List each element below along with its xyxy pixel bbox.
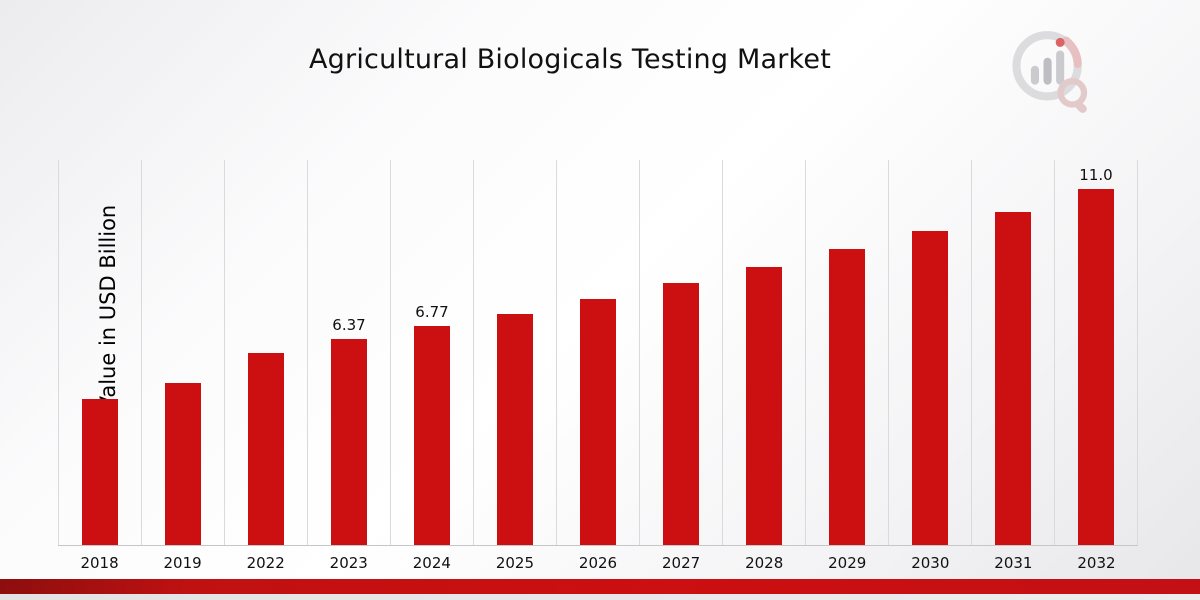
logo-icon [1012,31,1088,113]
bar-2029 [829,248,865,545]
x-tick-2030: 2030 [911,554,950,572]
chart-column-2019 [141,160,224,545]
chart-column-2024: 6.77 [390,160,473,545]
x-tick-2027: 2027 [661,554,701,572]
x-tick-2023: 2023 [329,554,368,572]
bar-2022 [248,352,284,545]
x-tick-2018: 2018 [80,554,119,572]
chart-column-2022 [224,160,307,545]
footer-edge [0,594,1200,600]
bar-2030 [912,231,948,545]
bar-2018 [82,399,118,545]
bar-2031 [995,211,1031,545]
chart-column-2032: 11.0 [1054,160,1138,545]
x-tick-2031: 2031 [994,554,1033,572]
x-tick-2028: 2028 [745,554,784,572]
footer-accent-band [0,579,1200,594]
data-label-2023: 6.37 [332,315,366,334]
chart-column-2028 [722,160,805,545]
x-tick-2024: 2024 [412,554,451,572]
chart-column-2031 [971,160,1054,545]
data-label-2024: 6.77 [415,302,449,321]
bar-2025 [497,313,533,545]
data-label-2032: 11.0 [1079,166,1113,185]
plot-area: 6.37 6.77 11.0 [58,160,1138,546]
chart-column-2029 [805,160,888,545]
chart-column-2027 [639,160,722,545]
chart-column-2030 [888,160,971,545]
bar-2028 [746,266,782,545]
chart-column-2023: 6.37 [307,160,390,545]
x-tick-2022: 2022 [246,554,285,572]
chart-column-2025 [473,160,556,545]
bar-2026 [580,299,616,545]
chart-column-2026 [556,160,639,545]
bar-2032 [1078,189,1114,545]
bar-2027 [663,282,699,545]
x-tick-2026: 2026 [578,554,618,572]
chart-column-2018 [58,160,141,545]
chart-area: 6.37 6.77 11.0 2018 2019 2022 2023 2024 2025 202… [58,160,1138,572]
x-tick-2025: 2025 [495,554,535,572]
x-tick-2029: 2029 [828,554,867,572]
bar-2023 [331,338,367,545]
x-axis-labels: 2018 2019 2022 2023 2024 2025 2026 2027 2028 2029… [58,554,1138,572]
x-tick-2019: 2019 [163,554,202,572]
bar-2024 [414,325,450,545]
x-tick-2032: 2032 [1077,554,1116,572]
bar-2019 [165,383,201,545]
chart-title: Agricultural Biologicals Testing Market [309,44,831,75]
